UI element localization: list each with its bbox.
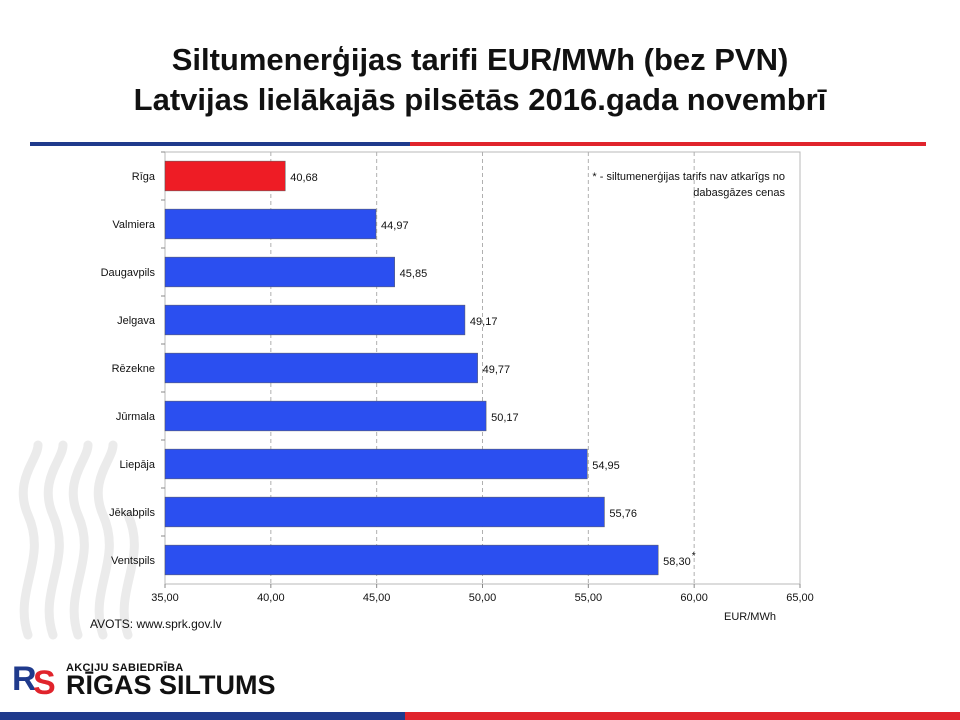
x-axis-label: EUR/MWh [724, 611, 776, 623]
value-label: 49,77 [483, 364, 511, 376]
value-label: 40,68 [290, 172, 318, 184]
bar-chart: Rīga Valmiera Daugavpils Jelgava Rēzekne Jūrm… [101, 151, 814, 623]
bar-9 [164, 544, 659, 576]
bar-5 [164, 352, 478, 384]
title-rule-red [410, 142, 926, 146]
watermark-decoration [18, 440, 139, 640]
value-label: 54,95 [592, 460, 620, 472]
category-label: Rīga [132, 171, 156, 183]
logo-title: RĪGAS SILTUMS [66, 670, 276, 700]
category-label: Valmiera [112, 219, 155, 231]
bar-3 [164, 256, 395, 288]
x-tick-label: 50,00 [469, 592, 497, 604]
x-tick-label: 40,00 [257, 592, 285, 604]
value-label: 50,17 [491, 412, 519, 424]
x-tick-label: 35,00 [151, 592, 179, 604]
x-tick-label: 45,00 [363, 592, 391, 604]
value-label: 45,85 [400, 268, 428, 280]
svg-text:S: S [33, 664, 56, 700]
bar-4 [164, 304, 466, 336]
footer-rule-red [405, 712, 960, 720]
rs-logo-icon: R S [12, 660, 56, 702]
value-label: 44,97 [381, 220, 409, 232]
bar-7 [164, 448, 588, 480]
x-tick-labels: 35,00 40,00 45,00 50,00 55,00 60,00 65,00 [151, 584, 814, 604]
bar-2 [164, 208, 377, 240]
category-label: Daugavpils [101, 267, 156, 279]
bar-8 [164, 496, 605, 528]
bar-1 [164, 160, 286, 192]
annotation-line-2: dabasgāzes cenas [693, 187, 785, 199]
category-label: Ventspils [111, 555, 156, 567]
category-label: Rēzekne [112, 363, 155, 375]
value-labels: 40,68 44,97 45,85 49,17 49,77 50,17 54,95 55,76… [290, 172, 695, 568]
logo-subtitle: AKCIJU SABIEDRĪBA [66, 662, 184, 674]
company-logo: R S AKCIJU SABIEDRĪBA RĪGAS SILTUMS [12, 656, 276, 705]
bar-6 [164, 400, 487, 432]
x-tick-label: 65,00 [786, 592, 814, 604]
bars [164, 160, 659, 576]
title-line-1: Siltumenerģijas tarifi EUR/MWh (bez PVN) [171, 42, 789, 77]
category-label: Jēkabpils [109, 507, 155, 519]
category-label: Liepāja [120, 459, 156, 471]
category-label: Jūrmala [116, 411, 156, 423]
svg-text:R: R [12, 660, 37, 698]
title-line-2: Latvijas lielākajās pilsētās 2016.gada n… [133, 82, 827, 117]
x-tick-label: 55,00 [575, 592, 603, 604]
x-tick-label: 60,00 [680, 592, 708, 604]
value-label: 49,17 [470, 316, 498, 328]
source-note: AVOTS: www.sprk.gov.lv [90, 617, 222, 631]
annotation-line-1: * - siltumenerģijas tarifs nav atkarīgs … [592, 170, 785, 183]
value-label: 55,76 [609, 508, 637, 520]
category-label: Jelgava [117, 315, 156, 327]
annotation-mark: * [692, 551, 696, 562]
category-labels: Rīga Valmiera Daugavpils Jelgava Rēzekne Jūrm… [101, 151, 165, 567]
footer-rule-blue [0, 712, 405, 720]
title-rule-blue [30, 142, 410, 146]
value-label: 58,30 [663, 556, 691, 568]
slide-title: Siltumenerģijas tarifi EUR/MWh (bez PVN)… [0, 40, 960, 120]
